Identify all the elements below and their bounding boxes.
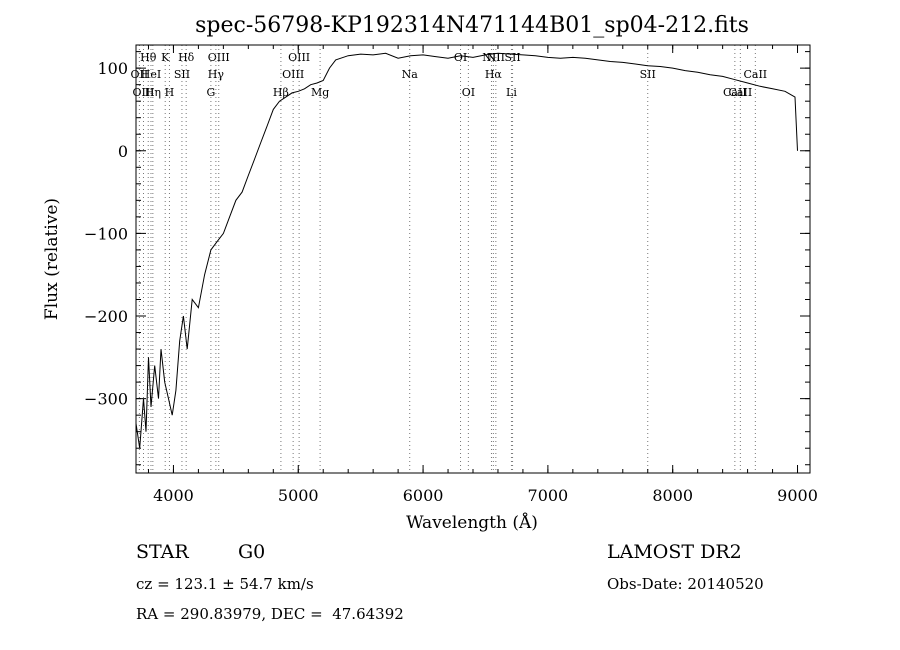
redshift-readout: cz = 123.1 ± 54.7 km/s [136,575,314,593]
object-class: STAR [136,541,189,563]
line-marker-label-8: Hδ [178,51,195,64]
line-marker-label-12: Hβ [273,86,289,99]
y-tick-label-2: −100 [84,224,128,243]
line-marker-label-3: HeI [141,68,161,81]
line-marker-label-6: H [165,86,175,99]
line-marker-label-16: Na [402,68,419,81]
spectrum-line-0 [135,52,798,449]
x-tick-label-2: 6000 [403,486,444,505]
line-marker-label-9: OIII [208,51,230,64]
line-marker-label-5: K [161,51,170,64]
line-marker-label-27: CaII [729,86,753,99]
y-axis: −300 −200 −100 0 100 [84,51,810,466]
y-tick-label-4: 100 [97,59,128,78]
x-axis: 4000 5000 6000 7000 8000 9000 [147,45,818,505]
object-subclass: G0 [238,541,266,563]
x-tick-label-0: 4000 [153,486,194,505]
line-marker-label-2: OIII [132,86,154,99]
line-marker-label-10: Hγ [208,68,225,81]
coordinates-readout: RA = 290.83979, DEC = 47.64392 [136,605,404,623]
y-tick-label-1: −200 [84,307,128,326]
line-marker-label-18: OI [462,86,475,99]
line-marker-label-20: Hα [485,68,503,81]
line-marker-label-24: SII [640,68,656,81]
line-marker-label-4: Hη [145,86,161,99]
chart-title: spec-56798-KP192314N471144B01_sp04-212.f… [195,13,749,38]
line-marker-label-15: Mg [311,86,329,99]
x-tick-label-4: 8000 [652,486,693,505]
x-tick-label-5: 9000 [777,486,818,505]
y-tick-label-0: −300 [84,390,128,409]
plot-frame [135,44,811,474]
obs-date-readout: Obs-Date: 20140520 [607,575,764,593]
line-marker-label-0: Hθ [140,51,157,64]
x-tick-label-1: 5000 [278,486,319,505]
x-axis-label: Wavelength (Å) [406,512,538,533]
line-marker-label-21: NII [487,51,505,64]
line-marker-label-14: OIII [282,68,304,81]
line-marker-label-7: SII [174,68,190,81]
line-marker-label-23: Li [506,86,517,99]
x-tick-label-3: 7000 [528,486,569,505]
y-tick-label-3: 0 [118,142,128,161]
survey-name: LAMOST DR2 [607,541,742,563]
line-marker-label-22: SII [504,51,520,64]
line-marker-label-11: G [206,86,215,99]
line-marker-label-17: OI [454,51,467,64]
line-marker-label-26: CaII [743,68,767,81]
line-marker-label-13: OIII [288,51,310,64]
spectrum-series [135,52,798,449]
y-axis-label: Flux (relative) [42,198,62,320]
